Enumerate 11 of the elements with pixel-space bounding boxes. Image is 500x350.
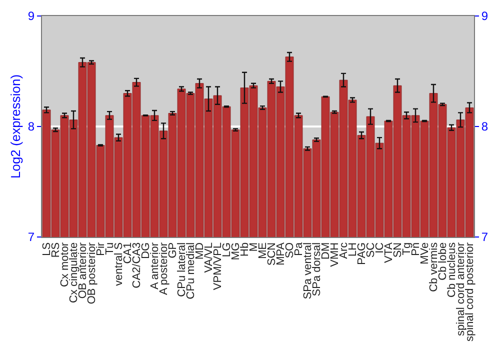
y-tick-label: 8 xyxy=(28,120,35,134)
y-tick-label: 9 xyxy=(28,9,35,24)
x-tick-label: A posterior xyxy=(158,242,170,295)
x-tick-label: Tg xyxy=(401,242,414,256)
y2-tick-label: 8 xyxy=(481,120,488,134)
x-tick-label: spinal cord posterior xyxy=(464,242,476,342)
y2-tick-label: 7 xyxy=(481,230,488,244)
x-tick-label: OB posterior xyxy=(86,242,98,304)
y-tick-label: 7 xyxy=(28,230,35,244)
y-axis-title: Log2 (expression) xyxy=(8,74,23,179)
y2-tick-label: 9 xyxy=(481,9,488,24)
